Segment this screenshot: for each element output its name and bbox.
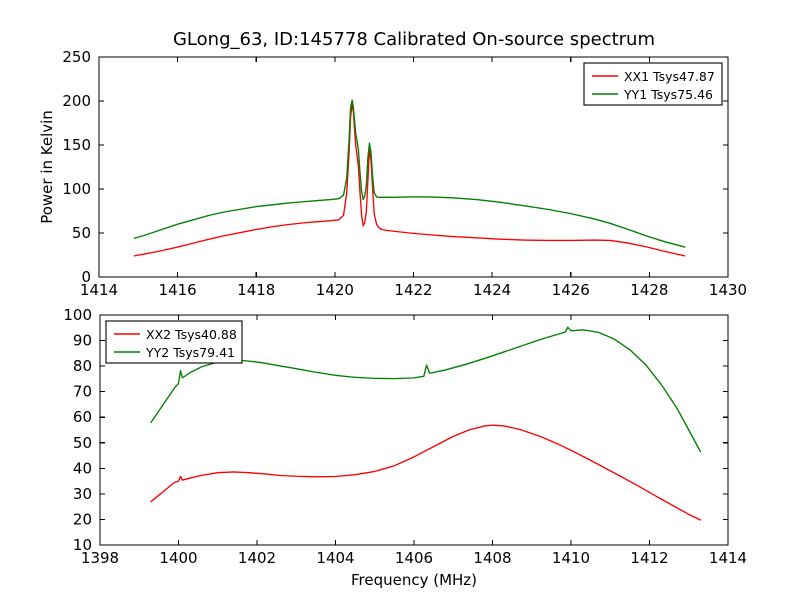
x-tick-label-3: 1420 xyxy=(316,281,354,299)
y-tick-label-2: 100 xyxy=(62,180,91,198)
top-panel-chart: 1414 1416 1418 1420 1422 1424 1426 1428 1430 0 50 1… xyxy=(38,48,747,299)
series-line-yy1 xyxy=(133,99,686,248)
y-tick-label-3: 40 xyxy=(73,459,92,477)
legend: XX2 Tsys40.88 YY2 Tsys79.41 xyxy=(105,320,243,364)
x-tick-label-4: 1422 xyxy=(394,281,432,299)
figure-title: GLong_63, ID:145778 Calibrated On-source… xyxy=(173,29,655,50)
bottom-panel-chart: 1398 1400 1402 1404 1406 1408 1410 1412 1414 10 20… xyxy=(63,306,747,589)
y-tick-label-3: 150 xyxy=(62,136,91,154)
y-tick-label-4: 50 xyxy=(73,434,92,452)
y-tick-label-0: 0 xyxy=(81,268,91,286)
series-line-xx2 xyxy=(150,424,702,521)
x-tick-label-3: 1404 xyxy=(316,549,354,567)
legend-label-xx2: XX2 Tsys40.88 xyxy=(146,327,237,342)
y-tick-label-6: 70 xyxy=(73,383,92,401)
y-tick-label-5: 60 xyxy=(73,408,92,426)
y-tick-label-1: 50 xyxy=(72,224,91,242)
legend-box xyxy=(105,320,243,364)
legend: XX1 Tsys47.87 YY1 Tsys75.46 xyxy=(583,62,723,106)
x-tick-label-5: 1408 xyxy=(473,549,511,567)
x-tick-label-7: 1412 xyxy=(630,549,668,567)
x-tick-label-6: 1426 xyxy=(552,281,590,299)
x-tick-label-8: 1430 xyxy=(709,281,747,299)
series-group xyxy=(133,99,686,257)
x-tick-label-8: 1414 xyxy=(709,549,747,567)
x-tick-label-2: 1418 xyxy=(237,281,275,299)
series-group xyxy=(150,326,702,521)
x-tick-label-6: 1410 xyxy=(552,549,590,567)
legend-label-xx1: XX1 Tsys47.87 xyxy=(624,69,715,84)
y-tick-label-8: 90 xyxy=(73,332,92,350)
y-tick-label-9: 100 xyxy=(63,306,92,324)
y-tick-label-1: 20 xyxy=(73,510,92,528)
x-tick-label-0: 1398 xyxy=(81,549,119,567)
series-line-xx1 xyxy=(133,103,686,257)
y-tick-label-0: 10 xyxy=(73,536,92,554)
x-tick-label-7: 1428 xyxy=(630,281,668,299)
y-axis-title: Power in Kelvin xyxy=(38,110,56,224)
legend-box xyxy=(583,62,723,106)
x-tick-label-1: 1400 xyxy=(159,549,197,567)
y-tick-label-7: 80 xyxy=(73,357,92,375)
x-tick-label-1: 1416 xyxy=(159,281,197,299)
x-tick-label-5: 1424 xyxy=(473,281,511,299)
y-tick-label-5: 250 xyxy=(62,48,91,66)
y-tick-label-2: 30 xyxy=(73,485,92,503)
x-tick-label-0: 1414 xyxy=(80,281,118,299)
legend-label-yy2: YY2 Tsys79.41 xyxy=(145,345,235,360)
x-axis-title: Frequency (MHz) xyxy=(351,571,477,589)
series-line-yy2 xyxy=(150,326,702,453)
x-tick-label-2: 1402 xyxy=(238,549,276,567)
y-tick-label-4: 200 xyxy=(62,92,91,110)
x-tick-label-4: 1406 xyxy=(395,549,433,567)
legend-label-yy1: YY1 Tsys75.46 xyxy=(623,87,713,102)
